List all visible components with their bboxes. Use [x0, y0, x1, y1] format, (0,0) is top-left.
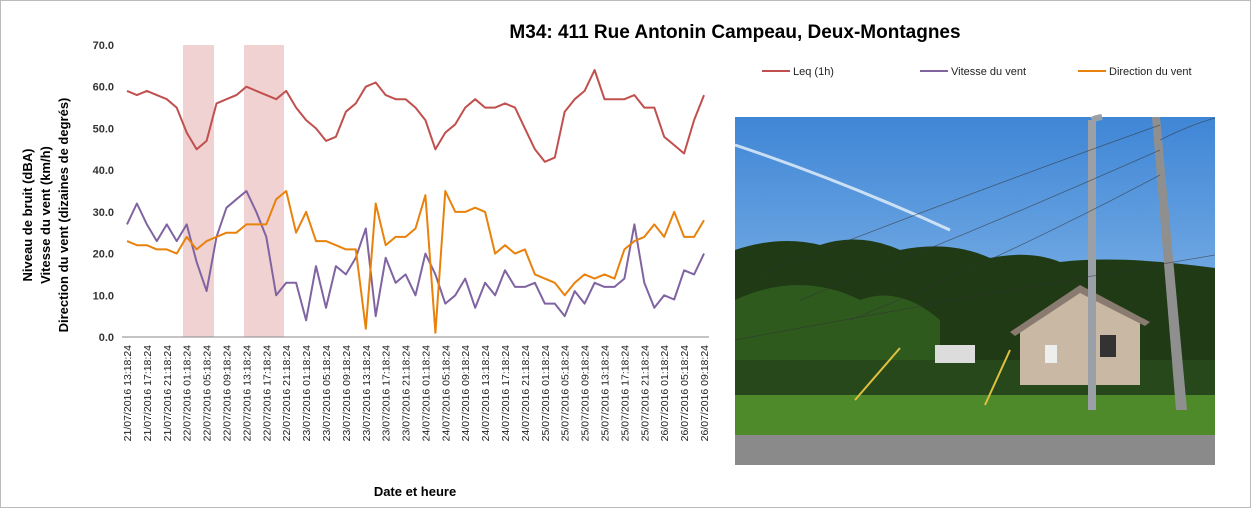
- x-tick-label: 23/07/2016 01:18:24: [301, 345, 313, 442]
- x-tick-label: 23/07/2016 09:18:24: [341, 345, 353, 442]
- legend-label: Vitesse du vent: [951, 66, 1026, 78]
- x-tick-label: 25/07/2016 05:18:24: [560, 345, 572, 442]
- y-tick-label: 60.0: [93, 82, 114, 94]
- x-tick-label: 25/07/2016 01:18:24: [540, 345, 552, 442]
- x-tick-label: 24/07/2016 05:18:24: [440, 345, 452, 442]
- line: [126, 190, 705, 322]
- y-tick-label: 20.0: [93, 249, 114, 261]
- line: [126, 69, 705, 163]
- x-tick-label: 25/07/2016 09:18:24: [580, 345, 592, 442]
- x-tick-label: 26/07/2016 05:18:24: [679, 345, 691, 442]
- x-tick-label: 25/07/2016 21:18:24: [639, 345, 651, 442]
- x-tick-label: 21/07/2016 17:18:24: [142, 345, 154, 442]
- x-tick-label: 22/07/2016 13:18:24: [241, 345, 253, 442]
- x-tick-label: 22/07/2016 05:18:24: [202, 345, 214, 442]
- x-tick-label: 24/07/2016 21:18:24: [520, 345, 532, 442]
- line: [126, 190, 705, 334]
- x-tick-label: 24/07/2016 13:18:24: [480, 345, 492, 442]
- x-tick-label: 21/07/2016 21:18:24: [162, 345, 174, 442]
- x-tick-label: 26/07/2016 01:18:24: [659, 345, 671, 442]
- legend-label: Direction du vent: [1109, 66, 1192, 78]
- legend-label: Leq (1h): [793, 66, 834, 78]
- x-tick-label: 24/07/2016 09:18:24: [460, 345, 472, 442]
- y-tick-label: 70.0: [93, 40, 114, 52]
- highlight: [183, 45, 214, 337]
- chart-title: M34: 411 Rue Antonin Campeau, Deux-Monta…: [509, 22, 960, 43]
- x-tick-label: 25/07/2016 13:18:24: [600, 345, 612, 442]
- y-tick-label: 0.0: [99, 332, 114, 344]
- x-tick-label: 22/07/2016 09:18:24: [221, 345, 233, 442]
- photo: [734, 114, 1216, 465]
- y-label: Vitesse du vent (km/h): [38, 146, 53, 284]
- x-tick-label: 22/07/2016 17:18:24: [261, 345, 273, 442]
- y-label: Niveau de bruit (dBA): [20, 149, 35, 282]
- x-tick-label: 22/07/2016 01:18:24: [182, 345, 194, 442]
- y-tick-label: 50.0: [93, 123, 114, 135]
- x-tick-label: 21/07/2016 13:18:24: [122, 345, 134, 442]
- x-label: Date et heure: [374, 484, 456, 499]
- x-tick-label: 23/07/2016 05:18:24: [321, 345, 333, 442]
- y-tick-label: 40.0: [93, 165, 114, 177]
- y-tick-label: 10.0: [93, 290, 114, 302]
- x-tick-label: 26/07/2016 09:18:24: [699, 345, 711, 442]
- x-tick-label: 22/07/2016 21:18:24: [281, 345, 293, 442]
- x-tick-label: 24/07/2016 17:18:24: [500, 345, 512, 442]
- y-label: Direction du vent (dizaines de degrés): [56, 98, 71, 333]
- y-tick-label: 30.0: [93, 207, 114, 219]
- x-tick-label: 23/07/2016 21:18:24: [401, 345, 413, 442]
- x-tick-label: 23/07/2016 17:18:24: [381, 345, 393, 442]
- x-tick-label: 24/07/2016 01:18:24: [420, 345, 432, 442]
- x-tick-label: 25/07/2016 17:18:24: [619, 345, 631, 442]
- x-tick-label: 23/07/2016 13:18:24: [361, 345, 373, 442]
